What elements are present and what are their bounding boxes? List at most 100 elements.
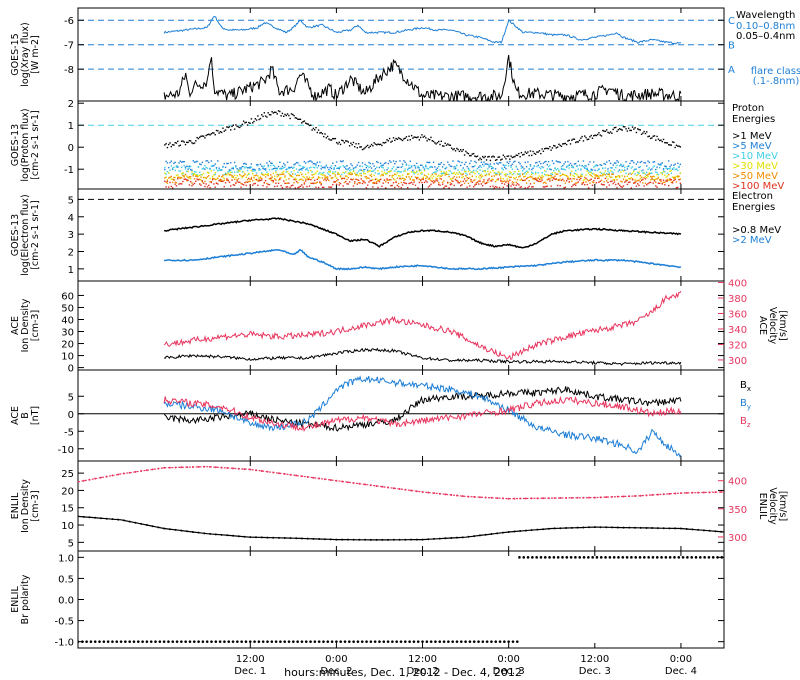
data-point xyxy=(196,175,198,178)
data-point xyxy=(369,179,371,182)
data-point xyxy=(192,640,196,643)
data-point xyxy=(191,182,193,184)
data-point xyxy=(664,171,666,173)
data-point xyxy=(319,182,321,184)
data-point xyxy=(474,179,476,181)
data-point xyxy=(479,157,481,159)
data-point xyxy=(720,491,723,494)
data-point xyxy=(272,536,275,539)
data-point xyxy=(585,181,587,183)
data-point xyxy=(226,126,228,128)
data-point xyxy=(578,556,582,559)
data-point xyxy=(356,183,359,185)
data-point xyxy=(320,131,322,134)
data-point xyxy=(414,165,417,167)
data-point xyxy=(609,176,612,179)
data-point xyxy=(410,166,413,168)
data-point xyxy=(410,181,413,184)
legend-entry: 0.05–0.4nm xyxy=(736,31,795,42)
data-point xyxy=(457,181,459,184)
data-point xyxy=(483,179,485,181)
data-point xyxy=(572,178,574,180)
data-point xyxy=(357,170,360,172)
data-point xyxy=(203,465,206,468)
data-point xyxy=(329,186,331,189)
data-point xyxy=(534,162,537,164)
data-point xyxy=(506,180,508,182)
data-point xyxy=(249,122,251,124)
data-point xyxy=(647,173,649,176)
data-point xyxy=(365,186,368,189)
data-point xyxy=(556,184,559,187)
data-point xyxy=(671,182,674,184)
data-point xyxy=(202,182,205,185)
data-point xyxy=(320,182,322,185)
data-point xyxy=(136,640,140,643)
data-point xyxy=(498,161,501,164)
data-point xyxy=(279,168,281,170)
data-point xyxy=(626,130,629,132)
data-point xyxy=(166,170,169,173)
data-point xyxy=(197,137,200,140)
data-point xyxy=(452,177,454,179)
data-point xyxy=(471,153,474,155)
data-point xyxy=(228,126,231,128)
data-point xyxy=(244,173,246,175)
data-point xyxy=(355,173,357,176)
data-point xyxy=(259,117,262,120)
data-point xyxy=(605,180,608,182)
data-point xyxy=(182,180,184,183)
data-point xyxy=(391,176,393,178)
data-point xyxy=(289,166,291,169)
data-point xyxy=(491,166,493,168)
data-point xyxy=(394,139,396,142)
data-point xyxy=(456,164,458,166)
data-point xyxy=(249,178,251,181)
data-point xyxy=(590,168,592,170)
data-point xyxy=(195,140,197,142)
data-point xyxy=(657,173,660,176)
data-point xyxy=(621,169,623,171)
data-point xyxy=(306,475,309,478)
y-tick-label: 5 xyxy=(68,195,74,206)
data-point xyxy=(489,159,492,162)
data-point xyxy=(302,120,304,123)
y-tick-label: 30 xyxy=(61,328,74,339)
data-point xyxy=(189,177,192,180)
data-point xyxy=(565,496,568,499)
data-point xyxy=(629,172,631,174)
data-point xyxy=(608,556,612,559)
data-point xyxy=(341,139,343,141)
data-point xyxy=(341,173,343,176)
data-point xyxy=(270,177,272,180)
data-point xyxy=(276,113,278,115)
data-point xyxy=(640,160,643,163)
data-point xyxy=(355,178,357,181)
data-point xyxy=(588,526,591,529)
data-point xyxy=(330,139,333,141)
data-point xyxy=(560,166,563,168)
data-point xyxy=(245,181,247,183)
data-point xyxy=(580,177,582,180)
data-point xyxy=(436,170,439,172)
data-point xyxy=(398,487,401,490)
data-point xyxy=(280,167,282,170)
data-point xyxy=(158,640,162,643)
data-point xyxy=(350,173,352,176)
data-point xyxy=(268,160,271,163)
legend-entry: >0.8 MeV xyxy=(732,225,781,236)
data-point xyxy=(409,167,412,169)
data-point xyxy=(479,165,481,167)
data-point xyxy=(453,166,455,168)
data-point xyxy=(616,495,619,498)
data-point xyxy=(631,178,634,180)
data-point xyxy=(315,126,317,129)
data-point xyxy=(342,160,344,162)
data-point xyxy=(286,168,289,170)
data-point xyxy=(322,640,325,643)
data-point xyxy=(643,172,645,174)
data-point xyxy=(357,143,360,145)
data-point xyxy=(300,475,303,478)
data-point xyxy=(428,138,431,141)
data-point xyxy=(438,537,441,540)
